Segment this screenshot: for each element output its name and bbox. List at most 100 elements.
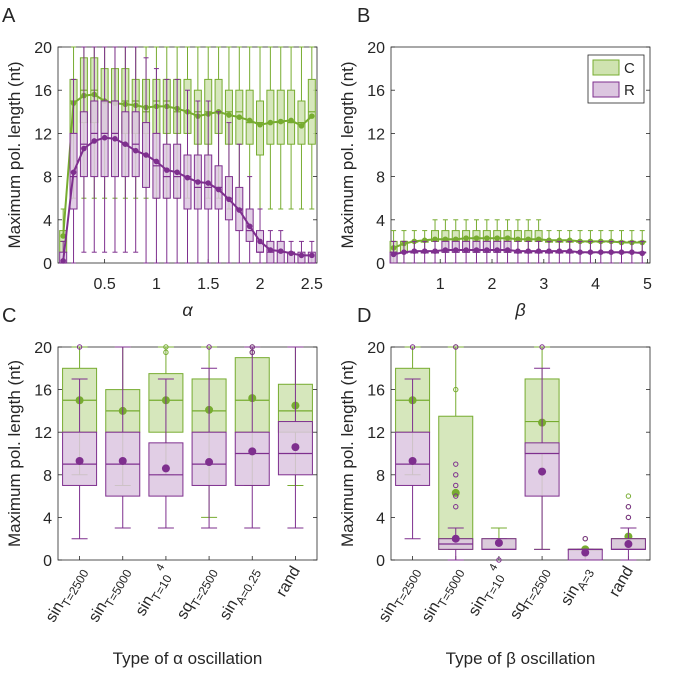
panel-b-c-mean bbox=[515, 236, 521, 243]
panel-b-ytick-label: 4 bbox=[376, 213, 385, 230]
panel-b-c-mean bbox=[432, 236, 438, 243]
panel-d-xtick-label: sinT=5000 bbox=[419, 563, 468, 627]
panel-a-c-box bbox=[276, 89, 285, 145]
panel-c-ytick-label: 20 bbox=[34, 340, 52, 357]
panel-c-r-mean bbox=[248, 447, 257, 456]
panel-b-r-mean bbox=[401, 249, 407, 255]
panel-b-c-mean bbox=[442, 236, 449, 243]
panel-d-r-outlier bbox=[496, 557, 502, 563]
panel-d-r-outlier bbox=[453, 482, 459, 489]
panel-c-r-outlier bbox=[249, 344, 255, 350]
panel-a-c-mean bbox=[309, 113, 315, 119]
panel-c-xtick-label: rand bbox=[273, 564, 304, 600]
panel-c-ytick-label: 16 bbox=[34, 383, 52, 400]
panel-a-r-mean bbox=[277, 248, 284, 254]
panel-b-r-mean bbox=[442, 247, 449, 253]
panel-b-r-mean bbox=[556, 248, 563, 254]
panel-b-r-mean bbox=[432, 248, 438, 254]
panel-a-ytick-label: 12 bbox=[34, 126, 52, 143]
panel-c-xtick-label: sqT=2500 bbox=[174, 563, 221, 624]
panel-a-r-mean bbox=[267, 247, 274, 253]
panel-b-c-mean bbox=[484, 235, 490, 241]
panel-d-r-outlier bbox=[625, 514, 632, 521]
panel-b-legend-label-c: C bbox=[624, 60, 635, 77]
panel-a-r-mean bbox=[81, 145, 87, 152]
panel-d-r-outlier bbox=[453, 344, 459, 350]
panel-b-r-mean bbox=[390, 251, 397, 258]
panel-b-legend-label-r: R bbox=[624, 82, 635, 99]
panel-b-r-mean bbox=[484, 247, 490, 253]
panel-b-r-mean bbox=[639, 250, 646, 257]
panel-a-r-mean bbox=[288, 250, 294, 257]
panel-a-ytick-label: 0 bbox=[43, 256, 52, 273]
panel-b-ytick-label: 8 bbox=[376, 170, 385, 187]
panel-a-r-mean bbox=[195, 179, 201, 185]
panel-b-r-mean bbox=[411, 248, 418, 254]
panel-d-axes-box bbox=[390, 346, 651, 561]
panel-a-r-mean bbox=[132, 147, 139, 154]
panel-c-r-mean bbox=[118, 456, 127, 465]
panel-b-r-mean bbox=[525, 248, 532, 254]
panel-a-c-mean bbox=[288, 117, 294, 124]
panel-d-ytick-label: 0 bbox=[376, 553, 385, 570]
panel-b-legend-swatch-r bbox=[592, 81, 620, 98]
panel-c-c-outlier bbox=[163, 344, 169, 350]
panel-d-xtick-label: rand bbox=[606, 564, 637, 600]
panel-b-c-mean bbox=[525, 236, 532, 243]
panel-d-r-outlier bbox=[409, 344, 416, 350]
panel-d-ytick-label: 8 bbox=[376, 468, 385, 485]
panel-d-r-mean bbox=[494, 538, 503, 547]
panel-b-c-mean bbox=[463, 235, 469, 241]
panel-a-r-mean bbox=[163, 167, 170, 173]
panel-a-r-mean bbox=[101, 134, 108, 141]
panel-b-r-mean bbox=[421, 248, 428, 254]
panel-a-r-mean bbox=[257, 238, 263, 245]
panel-a-ytick-label: 4 bbox=[43, 213, 52, 230]
panel-d-ytick-label: 20 bbox=[367, 340, 385, 357]
panel-d-xtick-label: sinT=104 bbox=[463, 562, 511, 621]
panel-a-r-mean bbox=[236, 207, 243, 213]
panel-b-r-mean bbox=[463, 247, 469, 253]
panel-b-c-mean bbox=[535, 236, 542, 243]
panel-d-r-outlier bbox=[453, 472, 459, 478]
panel-c-ytick-label: 4 bbox=[43, 510, 52, 527]
panel-a-c-mean bbox=[226, 112, 232, 118]
panel-c-xlabel: Type of α oscillation bbox=[113, 649, 263, 668]
panel-a-xtick-label: 1.5 bbox=[197, 276, 219, 293]
panel-a-c-mean bbox=[246, 117, 253, 124]
panel-d-xlabel: Type of β oscillation bbox=[446, 649, 596, 668]
panel-d-xtick-label: sqT=2500 bbox=[507, 563, 554, 624]
panel-b-c-mean bbox=[473, 235, 480, 241]
panel-d-ytick-label: 12 bbox=[367, 425, 385, 442]
panel-a-ytick-label: 16 bbox=[34, 83, 52, 100]
panel-d-c-outlier bbox=[625, 493, 632, 499]
panel-d-r-mean bbox=[538, 467, 547, 476]
panel-d-r-outlier bbox=[453, 493, 459, 499]
panel-a-r-mean bbox=[153, 158, 160, 165]
panel-a-c-mean bbox=[257, 121, 263, 128]
panel-a-ytick-label: 20 bbox=[34, 40, 52, 57]
panel-c-r-outlier bbox=[76, 344, 83, 350]
panel-b-ytick-label: 16 bbox=[367, 83, 385, 100]
panel-c-r-mean bbox=[161, 464, 170, 473]
panel-a-r-mean bbox=[70, 169, 77, 176]
panel-b-r-mean bbox=[494, 247, 500, 253]
panel-c-r-mean bbox=[291, 443, 300, 452]
panel-a-c-mean bbox=[277, 118, 284, 125]
panel-d-letter: D bbox=[357, 305, 371, 327]
panel-b-c-mean bbox=[494, 235, 500, 241]
panel-c-c-outlier bbox=[163, 349, 169, 356]
panel-c-xtick-label: sinT=2500 bbox=[43, 563, 92, 627]
panel-a-r-mean bbox=[309, 252, 315, 259]
panel-a-c-mean bbox=[236, 114, 243, 120]
panel-a-r-box bbox=[183, 154, 192, 210]
panel-d-ytick-label: 4 bbox=[376, 510, 385, 527]
panel-d-ytick-label: 16 bbox=[367, 383, 385, 400]
panel-c-r-box bbox=[234, 431, 270, 486]
panel-a-xtick-label: 0.5 bbox=[93, 276, 115, 293]
panel-a-r-mean bbox=[226, 196, 232, 203]
panel-b-c-mean bbox=[452, 236, 459, 243]
panel-b-ytick-label: 12 bbox=[367, 126, 385, 143]
panel-a-xtick-label: 2.5 bbox=[301, 276, 323, 293]
